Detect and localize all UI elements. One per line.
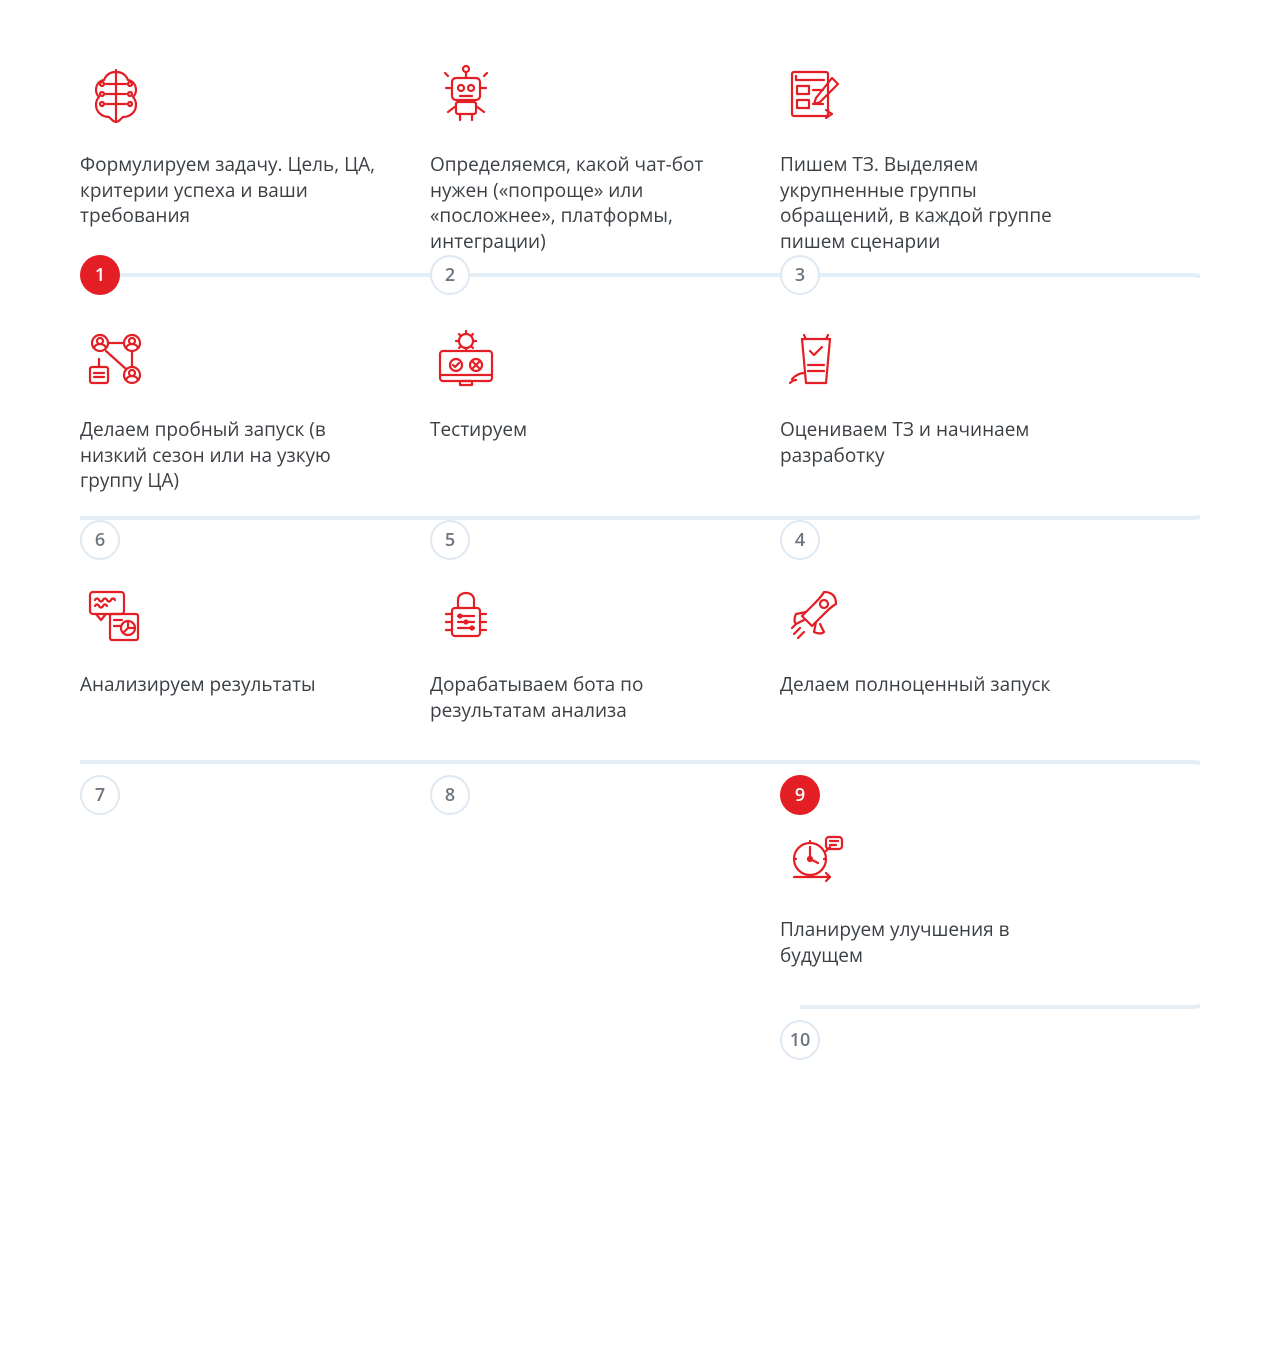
step-badge-3: 3 <box>780 255 820 295</box>
step-badge-2: 2 <box>430 255 470 295</box>
step-8: Дорабатываем бота по результатам анализа <box>430 580 740 723</box>
step-2-label: Определяемся, какой чат-бот нужен («попр… <box>430 152 740 255</box>
step-8-label: Дорабатываем бота по результатам анализа <box>430 672 740 723</box>
step-6-label: Делаем пробный запуск (в низкий сезон ил… <box>80 417 390 494</box>
evaluate-icon <box>780 325 852 397</box>
step-badge-8: 8 <box>430 775 470 815</box>
step-7: Анализируем результаты <box>80 580 390 698</box>
step-9-label: Делаем полноценный запуск <box>780 672 1090 698</box>
step-3: Пишем ТЗ. Выделяем укрупненные группы об… <box>780 60 1090 255</box>
step-badge-10: 10 <box>780 1020 820 1060</box>
step-5-label: Тестируем <box>430 417 740 443</box>
step-9: Делаем полноценный запуск <box>780 580 1090 698</box>
step-7-label: Анализируем результаты <box>80 672 390 698</box>
step-1: Формулируем задачу. Цель, ЦА, критерии у… <box>80 60 390 229</box>
test-icon <box>430 325 502 397</box>
step-4: Оцениваем ТЗ и начинаем разработку <box>780 325 1090 468</box>
step-2: Определяемся, какой чат-бот нужен («попр… <box>430 60 740 255</box>
spec-icon <box>780 60 852 132</box>
brain-icon <box>80 60 152 132</box>
step-badge-9: 9 <box>780 775 820 815</box>
plan-icon <box>780 825 852 897</box>
step-10-label: Планируем улучшения в будущем <box>780 917 1090 968</box>
step-badge-7: 7 <box>80 775 120 815</box>
step-5: Тестируем <box>430 325 740 443</box>
step-10: Планируем улучшения в будущем <box>780 825 1090 968</box>
step-badge-1: 1 <box>80 255 120 295</box>
robot-icon <box>430 60 502 132</box>
step-badge-5: 5 <box>430 520 470 560</box>
process-flow-canvas: Формулируем задачу. Цель, ЦА, критерии у… <box>80 60 1200 1110</box>
step-badge-6: 6 <box>80 520 120 560</box>
analyze-icon <box>80 580 152 652</box>
network-icon <box>80 325 152 397</box>
improve-icon <box>430 580 502 652</box>
step-3-label: Пишем ТЗ. Выделяем укрупненные группы об… <box>780 152 1090 255</box>
step-badge-4: 4 <box>780 520 820 560</box>
step-1-label: Формулируем задачу. Цель, ЦА, критерии у… <box>80 152 390 229</box>
rocket-icon <box>780 580 852 652</box>
step-4-label: Оцениваем ТЗ и начинаем разработку <box>780 417 1090 468</box>
step-6: Делаем пробный запуск (в низкий сезон ил… <box>80 325 390 494</box>
